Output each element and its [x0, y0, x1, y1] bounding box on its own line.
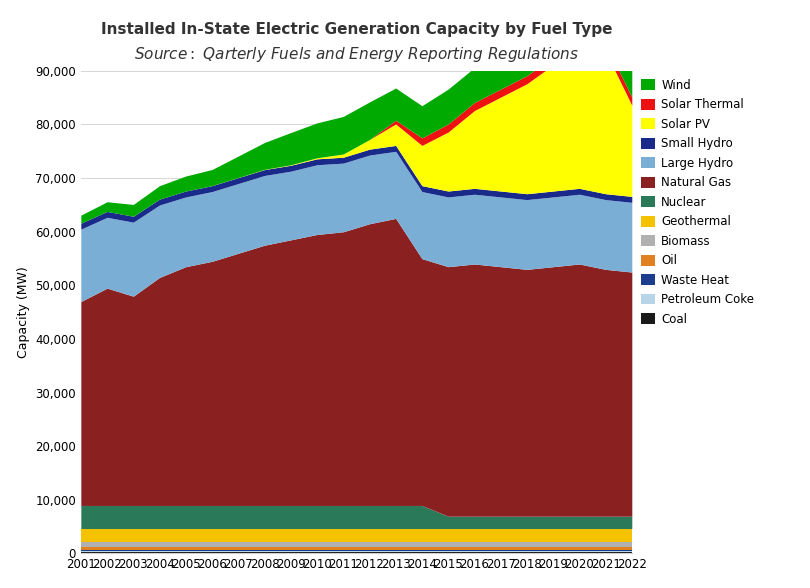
Legend: Wind, Solar Thermal, Solar PV, Small Hydro, Large Hydro, Natural Gas, Nuclear, G: Wind, Solar Thermal, Solar PV, Small Hyd…	[639, 76, 757, 328]
Title: Installed In-State Electric Generation Capacity by Fuel Type
$\it{Source:\ Qarte: Installed In-State Electric Generation C…	[100, 22, 612, 65]
Y-axis label: Capacity (MW): Capacity (MW)	[17, 266, 30, 358]
